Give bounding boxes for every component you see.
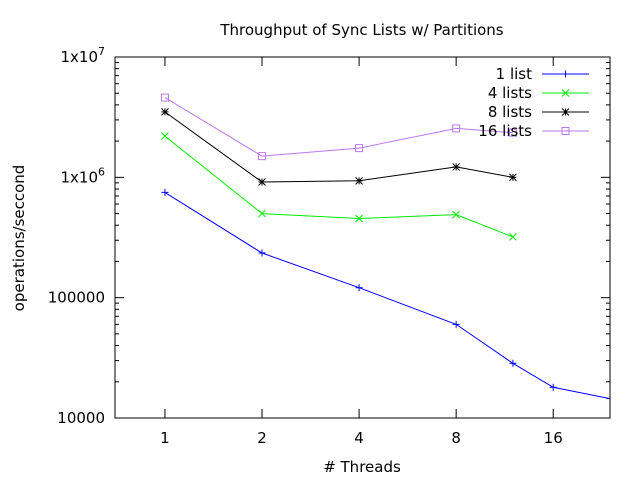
y-axis-label: operations/seccond [10,165,28,312]
data-point [160,93,169,102]
data-point [161,188,169,196]
data-point [509,233,517,241]
legend-item: 4 lists [488,84,589,102]
data-point [355,214,363,223]
chart-title: Throughput of Sync Lists w/ Partitions [219,21,503,39]
data-point [509,359,517,367]
data-point [561,89,570,97]
data-point [562,70,569,78]
y-tick-label: 100000 [48,289,105,307]
legend-item: 16 lists [478,122,589,140]
y-tick-label: 1x106 [60,165,105,186]
data-point [549,383,557,391]
ticks-layer: 10000 100000 1x106 1x107 1 2 4 8 16 [48,45,610,447]
legend-label: 1 list [496,65,532,83]
legend-item: 8 lists [488,103,589,121]
data-point [452,163,461,171]
legend-label: 4 lists [488,84,532,102]
series-line [164,111,513,183]
series-2 [161,132,517,241]
series-line [164,97,513,157]
x-tick-label: 1 [160,429,170,447]
data-point [509,173,517,182]
series-4 [160,93,517,161]
legend-item: 1 list [496,65,589,83]
x-tick-label: 2 [257,429,267,447]
legend-label: 8 lists [488,103,532,121]
series-line [164,135,514,238]
data-point [258,152,267,161]
data-point [355,176,363,185]
data-point [355,284,363,292]
legend-label: 16 lists [478,122,532,140]
data-point [452,124,461,133]
data-point [258,249,266,257]
series-3 [161,108,517,186]
plot-frame [114,56,611,419]
data-point [452,320,460,328]
data-point [606,395,610,403]
data-point [258,178,266,186]
x-axis-label: # Threads [323,458,401,476]
data-point [561,127,570,135]
data-point [452,210,461,219]
series-1 [161,188,610,403]
x-tick-label: 4 [354,429,364,447]
data-point [161,108,169,116]
data-point [161,132,169,140]
data-point [258,209,266,218]
x-tick-label: 16 [544,429,563,447]
data-point [508,128,517,137]
series-layer [160,93,610,403]
x-tick-label: 8 [451,429,461,447]
y-tick-label: 10000 [57,409,105,427]
y-tick-label: 1x107 [60,45,105,66]
series-line [164,191,610,400]
data-point [355,144,364,153]
data-point [561,108,570,116]
